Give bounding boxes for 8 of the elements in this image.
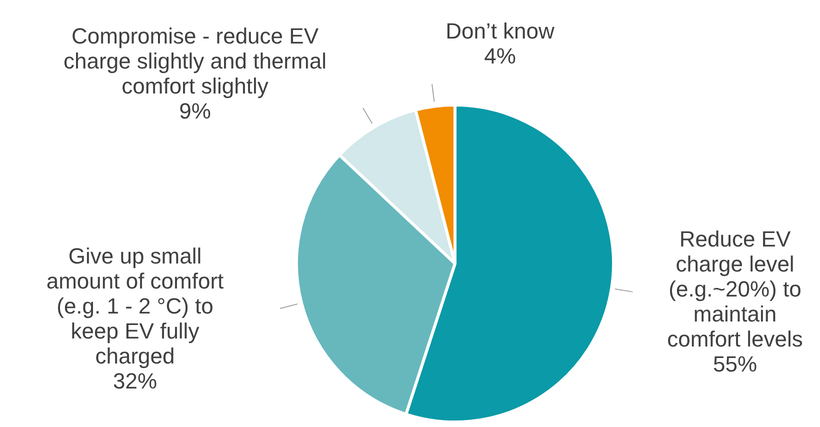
slice-label: Don’t know bbox=[446, 18, 555, 44]
slice-label: Reduce EV charge level (e.g.~20%) to maintain comfort levels bbox=[667, 226, 803, 352]
slice-label: Compromise - reduce EV charge slightly and thermal comfort slightly bbox=[64, 24, 326, 99]
data-label: 32% bbox=[112, 368, 158, 394]
data-label: 4% bbox=[484, 44, 516, 69]
data-label: 55% bbox=[712, 352, 758, 377]
slice-label: Give up small amount of comfort (e.g. 1 - 2 °C) to keep EV fully charged bbox=[46, 244, 224, 369]
data-label: 9% bbox=[179, 98, 211, 124]
